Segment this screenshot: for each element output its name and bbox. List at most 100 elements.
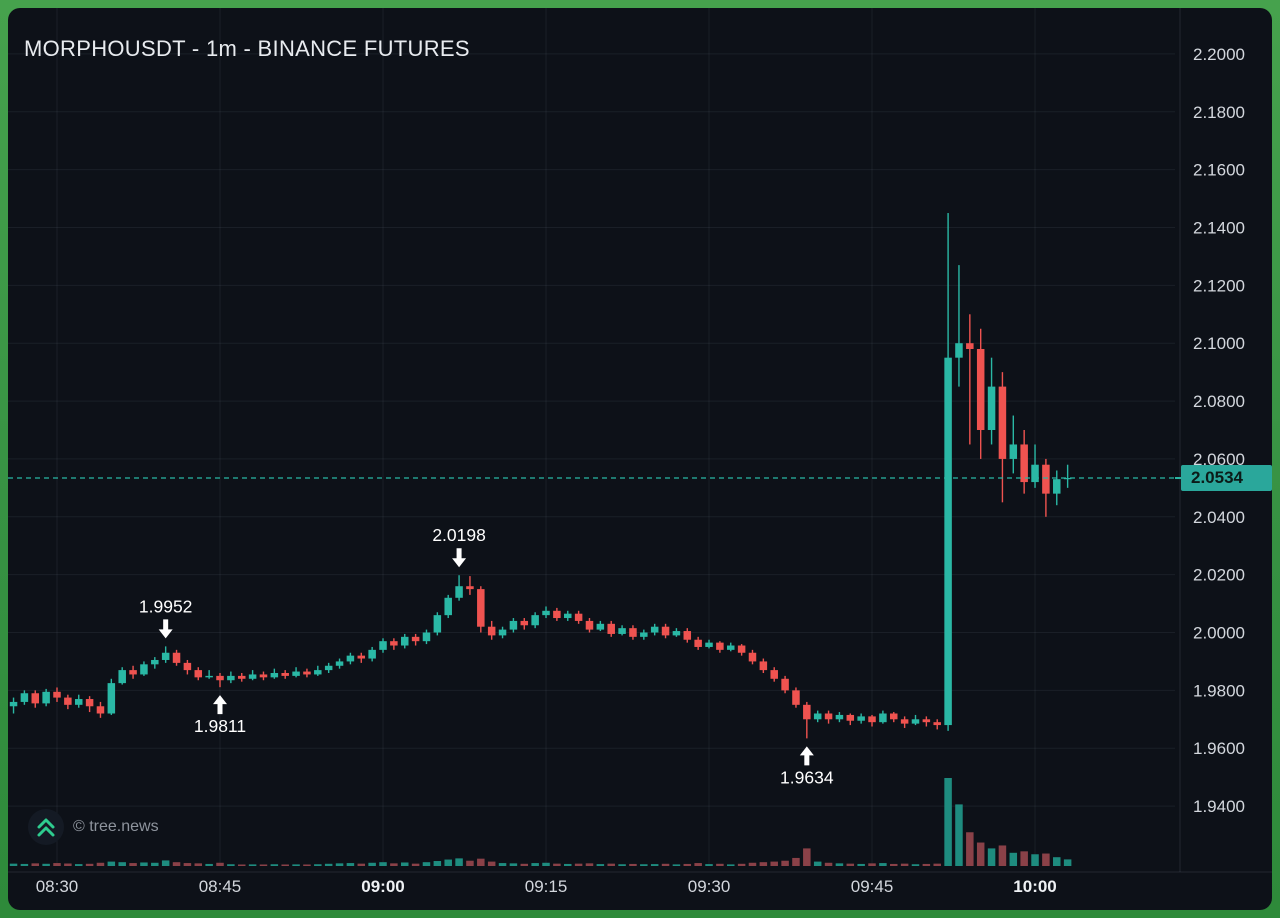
- volume-bar: [520, 863, 529, 866]
- candle-down: [803, 704, 811, 720]
- volume-bar: [357, 863, 366, 866]
- candle-down: [1042, 464, 1050, 494]
- candles-layer: [9, 213, 1072, 739]
- candle-down: [466, 586, 474, 590]
- candle-wick: [208, 670, 210, 679]
- candle-down: [303, 671, 311, 675]
- candle-up: [879, 713, 887, 723]
- candle-down: [759, 661, 768, 671]
- volume-bar: [20, 863, 29, 866]
- candle-up: [444, 597, 452, 616]
- candle-down: [683, 631, 692, 640]
- volume-bar: [1009, 852, 1018, 866]
- volume-bar: [694, 863, 702, 866]
- annotation-price-label: 2.0198: [432, 525, 486, 545]
- candle-down: [890, 713, 898, 720]
- volume-bar: [748, 862, 757, 866]
- candle-down: [1020, 444, 1028, 483]
- volume-bar: [1020, 851, 1028, 866]
- volume-bar: [922, 863, 931, 866]
- candle-down: [553, 610, 561, 619]
- tree-news-logo[interactable]: [28, 809, 64, 845]
- candle-up: [151, 659, 159, 665]
- price-axis[interactable]: 2.2000 2.1800 2.1600 2.1400 2.1200 2.1000 2.08…: [1193, 45, 1245, 816]
- volume-bar: [368, 862, 376, 866]
- time-axis-label: 09:30: [688, 877, 731, 896]
- volume-bar: [987, 848, 996, 866]
- candle-up: [640, 632, 648, 637]
- annotation-price-label: 1.9634: [780, 767, 834, 787]
- candle-down: [574, 613, 583, 621]
- time-axis[interactable]: 08:30 08:45 09:00 09:15 09:30 09:45 10:00: [36, 877, 1057, 896]
- chart-title: MORPHOUSDT - 1m - BINANCE FUTURES: [24, 36, 470, 61]
- volume-bar: [900, 863, 909, 866]
- price-axis-label: 1.9600: [1193, 739, 1245, 758]
- candle-up: [705, 642, 713, 647]
- volume-bar: [716, 863, 724, 866]
- time-axis-label: 10:00: [1013, 877, 1056, 896]
- volume-bar: [563, 863, 572, 866]
- volume-bar: [227, 864, 235, 866]
- volume-bar: [216, 862, 224, 866]
- volume-bar: [455, 858, 463, 866]
- candle-wick: [1066, 464, 1069, 488]
- candle-up: [857, 716, 865, 721]
- candle-up: [944, 357, 952, 726]
- candle-up: [1031, 464, 1039, 483]
- candle-up: [9, 701, 18, 707]
- candle-wick: [969, 314, 971, 445]
- candle-down: [357, 655, 366, 659]
- volume-bar: [118, 862, 126, 866]
- time-axis-label: 08:45: [199, 877, 242, 896]
- candle-down: [96, 706, 105, 714]
- volume-bar: [74, 864, 83, 866]
- candle-down: [216, 675, 224, 681]
- volume-bar: [650, 864, 659, 866]
- volume-bar: [248, 864, 257, 866]
- candle-down: [390, 641, 398, 646]
- candle-down: [183, 662, 192, 671]
- candle-down: [172, 652, 181, 663]
- candle-down: [477, 589, 485, 627]
- candle-up: [563, 613, 572, 619]
- volume-bar: [335, 863, 344, 866]
- candle-down: [694, 639, 702, 647]
- candle-up: [596, 623, 605, 630]
- volume-bar: [129, 863, 137, 866]
- volume-bar: [879, 863, 887, 866]
- candle-up: [324, 665, 333, 671]
- volume-bar: [259, 864, 268, 866]
- candle-down: [520, 620, 529, 626]
- price-axis-label: 2.0600: [1193, 450, 1245, 469]
- volume-bar: [574, 863, 583, 866]
- volume-bar: [531, 863, 539, 866]
- volume-bar: [498, 863, 507, 866]
- volume-bar: [835, 863, 844, 866]
- time-axis-label: 08:30: [36, 877, 79, 896]
- double-chevron-up-icon: [37, 818, 55, 837]
- candle-down: [716, 642, 724, 650]
- candle-down: [607, 623, 615, 634]
- candle-up: [292, 671, 300, 676]
- volume-bar: [140, 862, 148, 866]
- candle-down: [900, 719, 909, 724]
- volume-bar: [661, 863, 670, 866]
- chart-canvas[interactable]: 1.9952 1.9811 2.0198 1.9634 2.2000 2.1800 2.1…: [8, 8, 1272, 910]
- volume-bar: [672, 864, 681, 866]
- price-axis-label: 1.9800: [1193, 681, 1245, 700]
- time-axis-label: 09:00: [361, 877, 404, 896]
- watermark: © tree.news: [28, 809, 159, 845]
- candle-down: [748, 652, 757, 662]
- volume-bar: [281, 864, 289, 866]
- volume-bar: [933, 863, 941, 866]
- volume-bar: [1042, 853, 1050, 866]
- candle-down: [129, 670, 137, 675]
- candle-down: [629, 628, 637, 637]
- volume-bar: [846, 863, 855, 866]
- volume-bar: [303, 864, 311, 866]
- candle-up: [650, 626, 659, 633]
- volume-bar: [107, 861, 116, 866]
- candle-up: [498, 629, 507, 636]
- volume-bar: [194, 863, 203, 866]
- volume-bar: [966, 832, 974, 866]
